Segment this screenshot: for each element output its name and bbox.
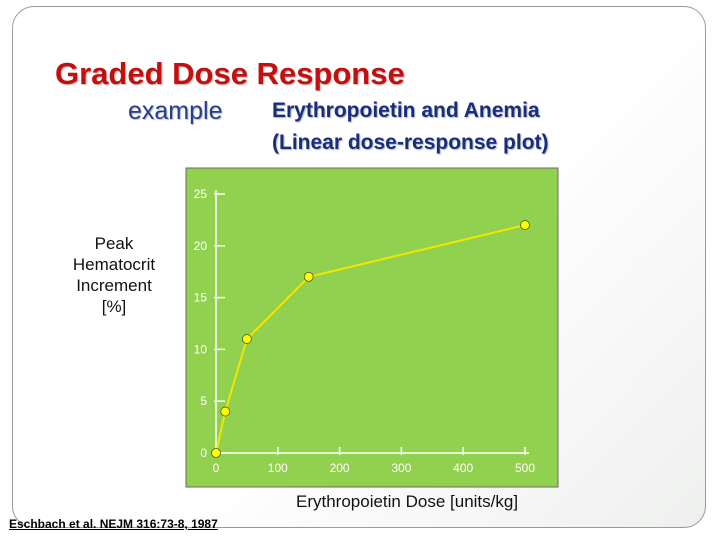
y-axis-label-line: Increment bbox=[76, 276, 152, 295]
plot-area bbox=[185, 167, 559, 488]
y-tick-label: 0 bbox=[200, 446, 207, 460]
data-point bbox=[211, 448, 221, 458]
x-tick-label: 500 bbox=[515, 461, 535, 475]
axes: 0 5 10 15 20 25 0 100 200 300 400 500 bbox=[194, 187, 536, 475]
data-points bbox=[211, 220, 530, 458]
x-axis-label: Erythropoietin Dose [units/kg] bbox=[296, 492, 519, 511]
data-point bbox=[520, 220, 530, 230]
slide-subtitle: example bbox=[128, 97, 223, 125]
y-tick-label: 20 bbox=[194, 239, 208, 253]
y-tick-label: 25 bbox=[194, 187, 208, 201]
x-tick-label: 0 bbox=[213, 461, 220, 475]
y-axis-label: Peak Hematocrit Increment [%] bbox=[52, 233, 176, 317]
y-axis-label-line: Peak bbox=[94, 234, 134, 253]
y-tick-label: 15 bbox=[194, 291, 208, 305]
data-point bbox=[220, 406, 231, 417]
y-axis-label-line: Hematocrit bbox=[72, 255, 156, 274]
x-tick-label: 200 bbox=[330, 461, 350, 475]
x-tick-label: 300 bbox=[391, 461, 411, 475]
x-tick-label: 400 bbox=[453, 461, 473, 475]
chart-heading-line2: (Linear dose-response plot) bbox=[272, 131, 549, 154]
data-point bbox=[303, 271, 314, 282]
y-tick-label: 5 bbox=[200, 394, 207, 408]
data-point bbox=[241, 334, 252, 344]
slide-title: Graded Dose Response bbox=[55, 56, 405, 91]
citation: Eschbach et al. NEJM 316:73-8, 1987 bbox=[9, 517, 218, 531]
chart-heading-line1: Erythropoietin and Anemia bbox=[272, 99, 540, 122]
y-axis-label-line: [%] bbox=[101, 297, 127, 316]
x-tick-label: 100 bbox=[268, 461, 288, 475]
y-tick-label: 10 bbox=[194, 342, 208, 356]
